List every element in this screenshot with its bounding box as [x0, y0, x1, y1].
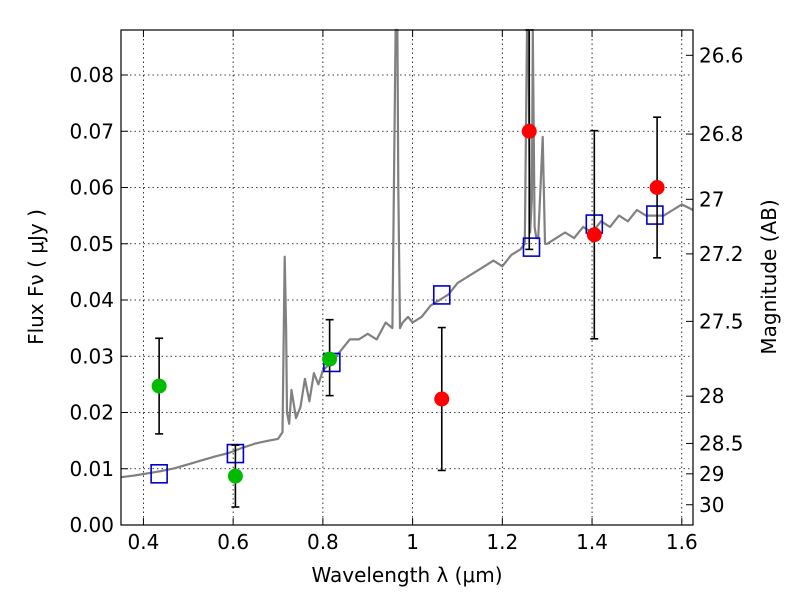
- right-tick-label: 27.5: [699, 309, 744, 333]
- y-tick-label: 0.05: [69, 232, 114, 256]
- error-bars: [155, 29, 662, 508]
- x-tick-label: 1.6: [666, 530, 698, 554]
- x-tick-label: 1.2: [486, 530, 518, 554]
- axis-ticks: 0.4 0.6 0.8 1 1.2 1.4 1.6 0.00 0.01 0.02 0.03 0.04 0…: [69, 30, 744, 554]
- x-tick-label: 1.4: [576, 530, 608, 554]
- x-tick-label: 0.4: [128, 530, 160, 554]
- model-box: [150, 464, 168, 484]
- right-tick-label: 26.6: [699, 43, 744, 67]
- model-boxes: [150, 205, 664, 484]
- x-axis-label: Wavelength λ (μm): [311, 563, 502, 587]
- y-tick-label: 0.00: [69, 513, 114, 537]
- y-tick-label: 0.03: [69, 344, 114, 368]
- photometry-points: [151, 123, 665, 484]
- red-data-point: [434, 391, 450, 407]
- right-tick-label: 29: [699, 462, 724, 486]
- model-box: [432, 285, 451, 305]
- spectrum-line: [120, 28, 694, 479]
- plot-frame: [120, 29, 694, 526]
- y-tick-label: 0.02: [69, 401, 114, 425]
- y-tick-label: 0.06: [69, 176, 114, 200]
- green-data-point: [322, 351, 338, 367]
- grid-lines: [121, 30, 693, 526]
- right-tick-label: 27: [699, 187, 724, 211]
- red-data-point: [521, 123, 537, 139]
- x-tick-label: 0.8: [307, 530, 339, 554]
- green-data-point: [227, 468, 243, 484]
- red-data-point: [586, 227, 602, 243]
- y-tick-label: 0.01: [69, 457, 114, 481]
- green-data-point: [151, 378, 167, 394]
- y-tick-label: 0.04: [69, 288, 114, 312]
- x-tick-label: 1: [406, 530, 419, 554]
- y-tick-label: 0.07: [69, 119, 114, 143]
- right-axis-label: Magnitude (AB): [757, 199, 781, 354]
- right-tick-label: 30: [699, 493, 724, 517]
- red-data-point: [649, 180, 665, 195]
- right-tick-label: 28.5: [699, 431, 744, 455]
- y-axis-label: Flux Fν ( μJy ): [24, 209, 48, 345]
- right-tick-label: 26.8: [699, 122, 744, 146]
- right-tick-label: 27.2: [699, 242, 744, 266]
- x-tick-label: 0.6: [217, 530, 249, 554]
- y-tick-label: 0.08: [69, 63, 114, 87]
- right-tick-label: 28: [699, 384, 724, 408]
- model-box: [522, 237, 541, 257]
- spectrum-series: [120, 28, 694, 479]
- model-box: [646, 205, 664, 225]
